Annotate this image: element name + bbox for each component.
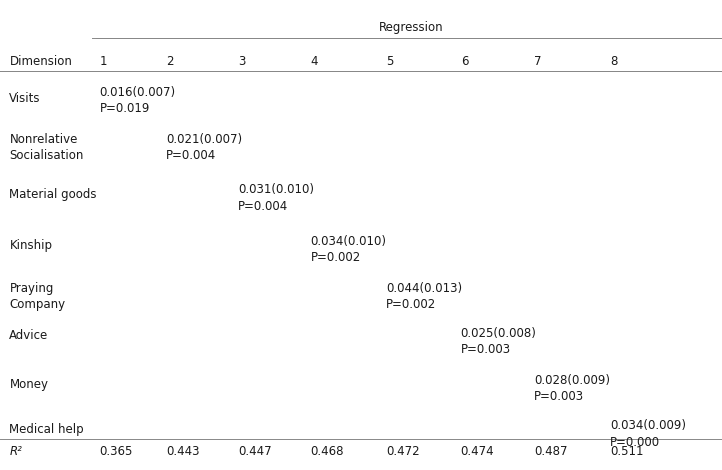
Text: 6: 6 [461,55,468,69]
Text: 2: 2 [166,55,173,69]
Text: 0.034(0.009): 0.034(0.009) [610,419,686,432]
Text: 0.468: 0.468 [310,445,344,458]
Text: 8: 8 [610,55,617,69]
Text: 0.044(0.013): 0.044(0.013) [386,282,462,295]
Text: Socialisation: Socialisation [9,149,84,162]
Text: Material goods: Material goods [9,188,97,201]
Text: 0.443: 0.443 [166,445,199,458]
Text: 3: 3 [238,55,245,69]
Text: Medical help: Medical help [9,423,84,436]
Text: 0.021(0.007): 0.021(0.007) [166,133,242,146]
Text: Money: Money [9,378,48,392]
Text: 0.025(0.008): 0.025(0.008) [461,327,536,340]
Text: 4: 4 [310,55,318,69]
Text: P=0.003: P=0.003 [461,343,510,356]
Text: 0.472: 0.472 [386,445,420,458]
Text: 0.031(0.010): 0.031(0.010) [238,183,314,196]
Text: R²: R² [9,445,22,458]
Text: Nonrelative: Nonrelative [9,133,78,146]
Text: P=0.019: P=0.019 [100,102,150,115]
Text: 1: 1 [100,55,107,69]
Text: Visits: Visits [9,92,41,105]
Text: 5: 5 [386,55,393,69]
Text: 0.487: 0.487 [534,445,567,458]
Text: 0.511: 0.511 [610,445,643,458]
Text: 0.016(0.007): 0.016(0.007) [100,86,175,99]
Text: P=0.002: P=0.002 [386,298,437,312]
Text: P=0.004: P=0.004 [166,149,217,162]
Text: P=0.002: P=0.002 [310,251,361,265]
Text: 0.028(0.009): 0.028(0.009) [534,374,610,387]
Text: 0.034(0.010): 0.034(0.010) [310,235,386,248]
Text: Regression: Regression [378,21,443,34]
Text: 0.447: 0.447 [238,445,272,458]
Text: Dimension: Dimension [9,55,72,69]
Text: P=0.004: P=0.004 [238,200,289,213]
Text: Praying: Praying [9,282,53,295]
Text: 0.365: 0.365 [100,445,133,458]
Text: P=0.000: P=0.000 [610,436,660,449]
Text: 0.474: 0.474 [461,445,495,458]
Text: P=0.003: P=0.003 [534,390,584,403]
Text: Advice: Advice [9,329,48,342]
Text: 7: 7 [534,55,542,69]
Text: Kinship: Kinship [9,239,53,252]
Text: Company: Company [9,298,66,312]
